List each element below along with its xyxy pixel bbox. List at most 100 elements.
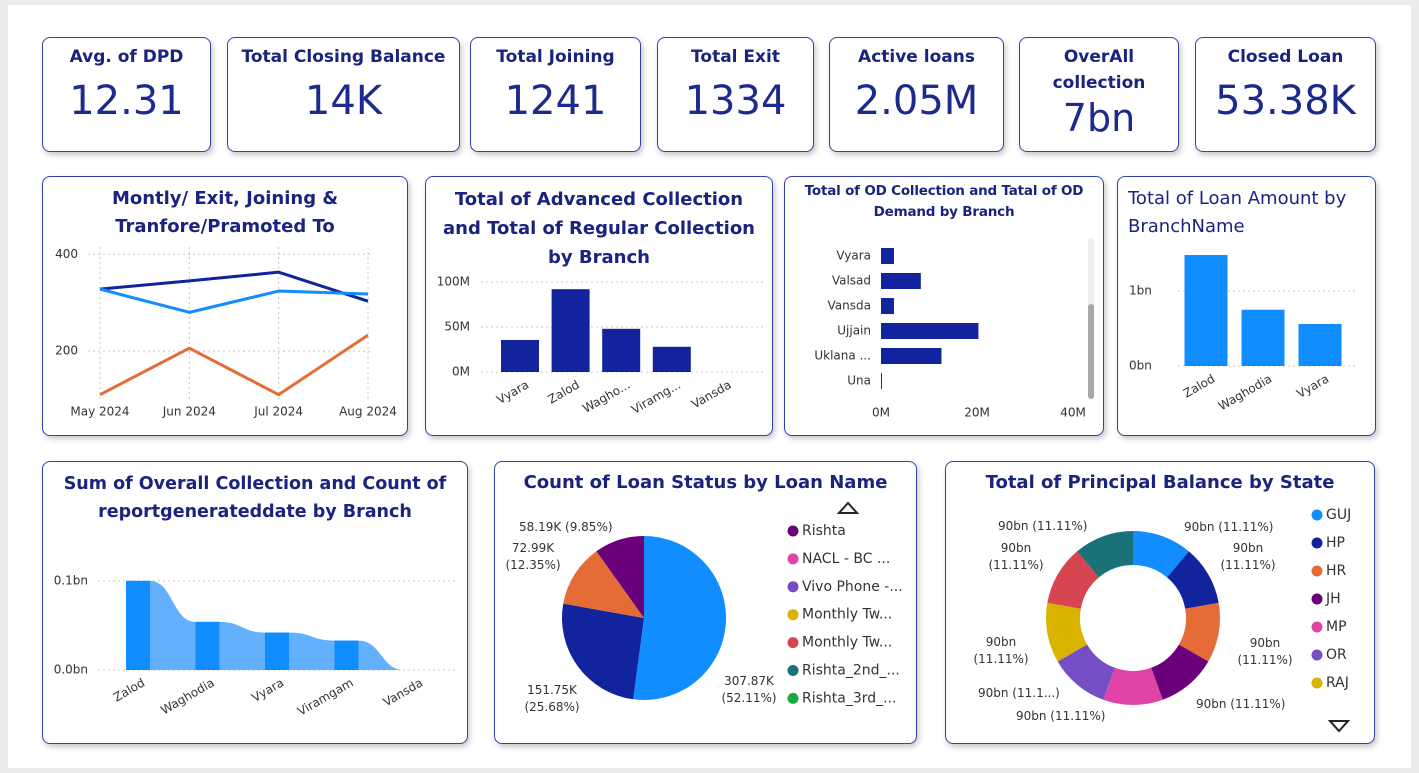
slice	[563, 551, 644, 618]
y-tick-label: 0.0bn	[54, 663, 88, 677]
x-tick-label: Vyara	[249, 676, 286, 705]
data-label: 90bn (11.11%)	[998, 519, 1088, 533]
chart-title: Sum of Overall Collection and Count of r…	[63, 474, 447, 522]
x-tick-label: Jul 2024	[253, 405, 303, 419]
chart: 0M 20M 40M Vyara Valsad Vansda Ujjain Uklana ..…	[814, 238, 1094, 420]
kpi-label: Total Joining	[496, 47, 615, 67]
chart-card: GUJ HP HR JH MP OR RAJ Total of Principal Balan…	[945, 461, 1375, 744]
chart-title: Total of Loan Amount by BranchName	[1128, 188, 1347, 237]
slice	[596, 536, 644, 618]
chart-card: 0M 20M 40M Vyara Valsad Vansda Ujjain Uklana ..…	[784, 176, 1104, 436]
chart-title: Total of Principal Balance by State	[985, 472, 1335, 493]
data-label: 307.87K (52.11%)	[721, 674, 777, 705]
kpi-value: 2.05M	[854, 78, 979, 124]
y-tick-label: Valsad	[832, 274, 871, 288]
kpi-card: Total Closing Balance 14K	[227, 37, 460, 152]
x-tick-label: 40M	[1060, 406, 1086, 420]
legend-label: Vivo Phone -...	[802, 579, 903, 595]
slice	[1046, 602, 1088, 662]
legend-marker	[787, 665, 799, 676]
scrollbar-thumb	[1088, 304, 1094, 399]
data-label: 72.99K (12.35%)	[505, 541, 561, 572]
data-label: 90bn (11.11%)	[1196, 697, 1286, 711]
legend-marker	[1311, 565, 1323, 577]
bar	[1241, 309, 1285, 366]
legend-scroll-arrow	[836, 501, 860, 514]
bar	[881, 248, 894, 264]
legend-marker	[787, 581, 799, 593]
y-tick-label: Uklana ...	[814, 349, 871, 363]
bar	[881, 348, 942, 364]
slice	[1057, 644, 1115, 700]
chart: 200 400 May 2024 Jun 2024 Jul 2024 Aug 2024	[55, 247, 397, 419]
chart-title: Montly/ Exit, Joining & Tranfore/Pramote…	[111, 188, 339, 237]
y-tick-label: Ujjain	[837, 324, 871, 338]
legend-marker	[787, 692, 799, 704]
kpi-value: 7bn	[1062, 96, 1136, 140]
kpi-label: Closed Loan	[1227, 47, 1344, 67]
line-series	[99, 333, 369, 397]
y-tick-label: 100M	[437, 275, 470, 289]
x-tick-label: Waghodia	[158, 676, 216, 718]
legend-marker	[787, 525, 799, 537]
legend-marker	[1311, 649, 1323, 661]
y-tick-label: 50M	[444, 320, 470, 334]
bar	[501, 339, 539, 372]
chart-card: 0bn 1bn Zalod Waghodia Vyara Total of Loan Am…	[1117, 176, 1376, 436]
kpi-value: 12.31	[69, 78, 184, 124]
legend-marker	[1311, 677, 1323, 689]
kpi-label: Avg. of DPD	[69, 47, 184, 67]
kpi-value: 1334	[684, 78, 787, 124]
x-tick-label: Aug 2024	[339, 405, 397, 419]
x-tick-label: Zalod	[546, 378, 582, 407]
legend-label: HR	[1326, 563, 1347, 579]
area-column	[195, 621, 220, 670]
slice	[1047, 551, 1099, 609]
legend-label: OR	[1326, 647, 1347, 663]
kpi-card: Avg. of DPD 12.31	[42, 37, 211, 152]
data-label: 90bn (11.11%)	[1016, 709, 1106, 723]
chart-title: Total of Advanced Collection and Total o…	[443, 189, 755, 268]
area-column	[126, 580, 150, 670]
kpi-card: OverAll collection 7bn	[1019, 37, 1179, 152]
y-tick-label: 0.1bn	[54, 573, 88, 587]
x-tick-label: Viramgam	[295, 676, 356, 719]
kpi-value: 1241	[504, 78, 607, 124]
bar	[881, 298, 894, 314]
legend-label: GUJ	[1326, 507, 1351, 523]
legend-label: MP	[1326, 619, 1347, 635]
bar	[551, 289, 590, 372]
x-tick-label: 0M	[872, 406, 890, 420]
bar	[1184, 255, 1228, 366]
slice	[1167, 551, 1219, 609]
slice	[1103, 667, 1163, 705]
chart: Rishta NACL - BC ... Vivo Phone -... Monthl…	[562, 501, 903, 706]
y-tick-label: 200	[55, 344, 78, 358]
kpi-label: Active loans	[858, 47, 975, 67]
legend-label: Monthly Tw...	[802, 635, 892, 651]
y-tick-label: Vyara	[836, 249, 871, 263]
slice	[1178, 602, 1220, 662]
x-tick-label: Viramg...	[629, 378, 683, 417]
legend-label: HP	[1326, 535, 1345, 551]
kpi-label: Total Closing Balance	[241, 47, 446, 67]
x-tick-label: 20M	[964, 406, 990, 420]
data-label: 90bn (11.11%)	[1184, 520, 1274, 534]
data-label: 90bn (11.11%)	[1237, 636, 1293, 667]
chart-card: 0.0bn 0.1bn Zalod Waghodia Vyara Viramgam Vans…	[42, 461, 468, 744]
data-label: 90bn (11.11%)	[988, 541, 1044, 572]
x-tick-label: Jun 2024	[162, 405, 216, 419]
line-series	[99, 287, 369, 314]
y-tick-label: Vansda	[828, 299, 871, 313]
x-tick-label: Vansda	[381, 676, 426, 710]
x-tick-label: Vansda	[689, 378, 734, 412]
legend-label: NACL - BC ...	[802, 551, 890, 567]
data-label: 90bn (11.11%)	[973, 635, 1029, 666]
kpi-value: 53.38K	[1215, 78, 1356, 124]
data-label: 58.19K (9.85%)	[519, 520, 613, 534]
data-label: 151.75K (25.68%)	[524, 683, 580, 714]
